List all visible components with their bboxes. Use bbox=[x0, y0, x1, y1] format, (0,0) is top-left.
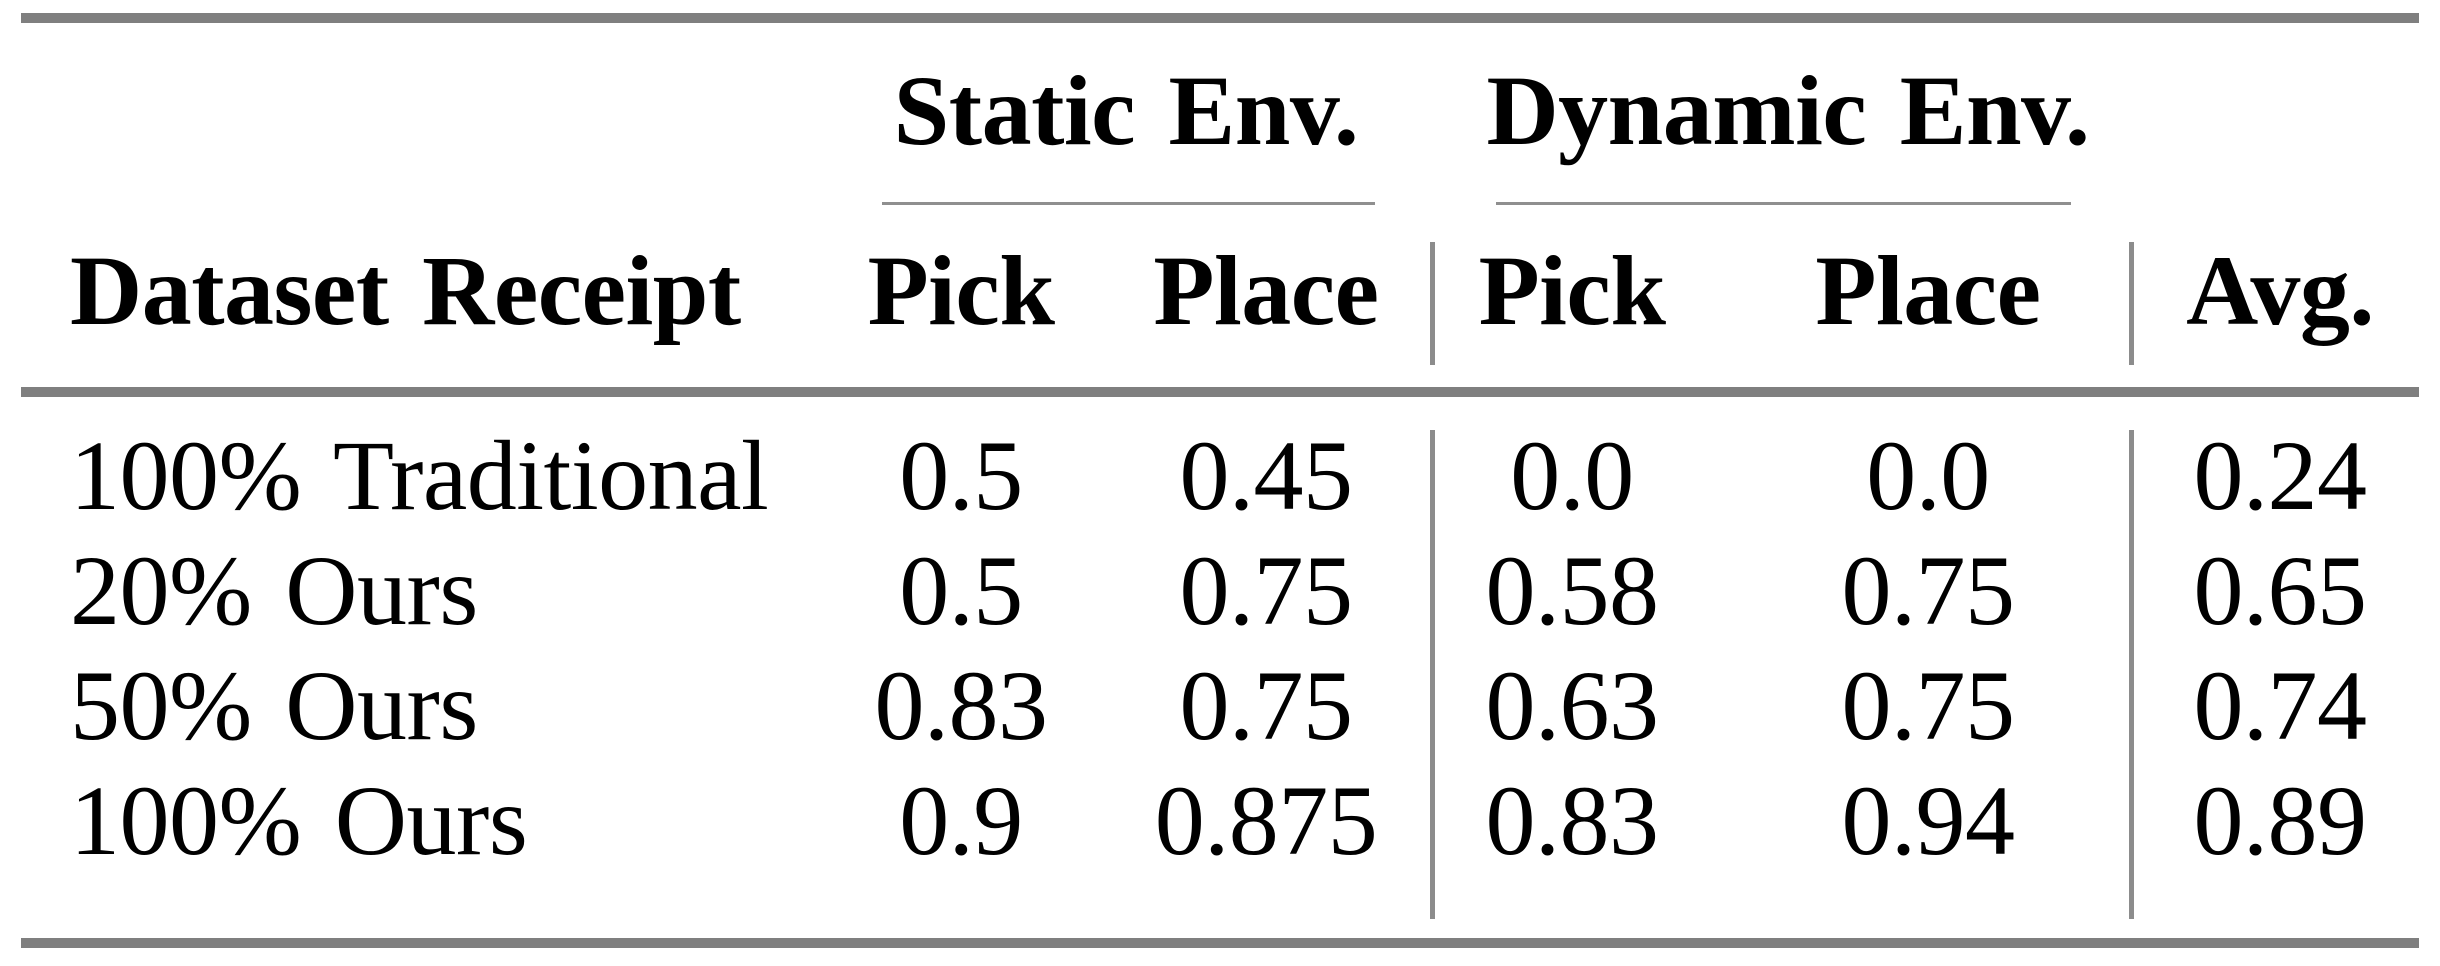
table-cell: 0.63 bbox=[1485, 650, 1660, 761]
table-top-rule bbox=[21, 13, 2419, 23]
row-label: 100% Ours bbox=[70, 765, 528, 876]
row-label: 50% Ours bbox=[70, 650, 478, 761]
cmidrule-static-env bbox=[882, 202, 1375, 205]
row-label: 20% Ours bbox=[70, 535, 478, 646]
table-cell: 0.75 bbox=[1841, 650, 2016, 761]
row-label: 100% Traditional bbox=[70, 420, 769, 531]
table-cell: 0.24 bbox=[2193, 420, 2368, 531]
table-cell: 0.74 bbox=[2193, 650, 2368, 761]
table-cell: 0.75 bbox=[1841, 535, 2016, 646]
vertical-rule-static-dynamic-body bbox=[1430, 430, 1435, 919]
column-header-avg: Avg. bbox=[2186, 235, 2374, 346]
table-cell: 0.83 bbox=[1485, 765, 1660, 876]
table-cell: 0.5 bbox=[899, 535, 1023, 646]
table-cell: 0.83 bbox=[874, 650, 1049, 761]
cmidrule-dynamic-env bbox=[1496, 202, 2071, 205]
table-cell: 0.875 bbox=[1154, 765, 1378, 876]
table-mid-rule bbox=[21, 387, 2419, 397]
table-cell: 0.0 bbox=[1866, 420, 1990, 531]
table-cell: 0.75 bbox=[1179, 650, 1354, 761]
column-header-dataset-receipt: Dataset Receipt bbox=[70, 235, 741, 346]
vertical-rule-avg-header bbox=[2129, 242, 2134, 365]
column-header-static-pick: Pick bbox=[867, 235, 1055, 346]
vertical-rule-avg-body bbox=[2129, 430, 2134, 919]
table-cell: 0.65 bbox=[2193, 535, 2368, 646]
table-cell: 0.0 bbox=[1510, 420, 1634, 531]
column-header-dynamic-place: Place bbox=[1815, 235, 2041, 346]
column-header-dynamic-pick: Pick bbox=[1478, 235, 1666, 346]
table-cell: 0.58 bbox=[1485, 535, 1660, 646]
table-cell: 0.9 bbox=[899, 765, 1023, 876]
table-cell: 0.45 bbox=[1179, 420, 1354, 531]
group-header-dynamic-env: Dynamic Env. bbox=[1486, 55, 2090, 166]
group-header-static-env: Static Env. bbox=[893, 55, 1359, 166]
table-cell: 0.75 bbox=[1179, 535, 1354, 646]
table-cell: 0.5 bbox=[899, 420, 1023, 531]
table-bottom-rule bbox=[21, 938, 2419, 948]
table-cell: 0.94 bbox=[1841, 765, 2016, 876]
column-header-static-place: Place bbox=[1153, 235, 1379, 346]
vertical-rule-static-dynamic-header bbox=[1430, 242, 1435, 365]
table-cell: 0.89 bbox=[2193, 765, 2368, 876]
